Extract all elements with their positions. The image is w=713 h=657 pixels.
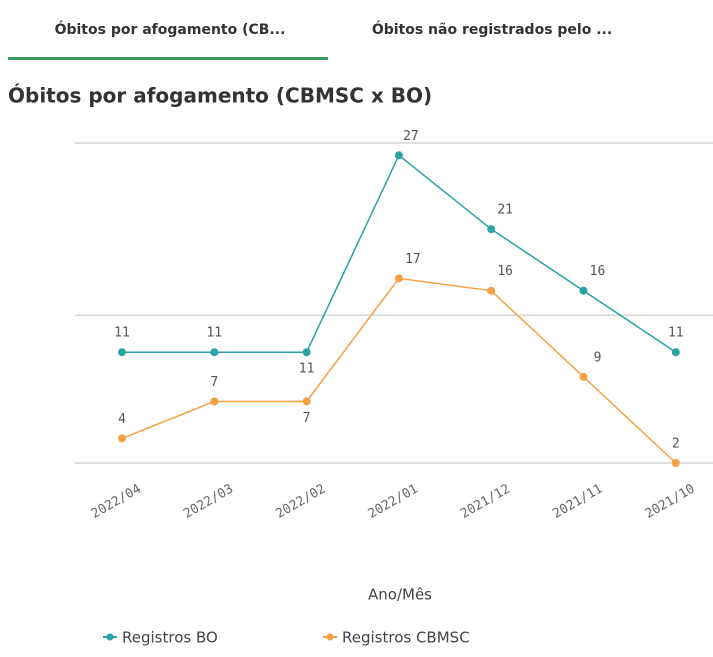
point: [671, 459, 680, 467]
legend-label: Registros BO: [122, 629, 218, 647]
data-label: 11: [206, 326, 222, 341]
point: [118, 434, 126, 443]
legend-label: Registros CBMSC: [342, 629, 470, 647]
data-label: 16: [590, 264, 606, 279]
point: [302, 348, 311, 357]
data-label: 11: [299, 362, 315, 377]
data-label: 7: [303, 411, 311, 426]
tab-underline: [8, 57, 328, 60]
x-tick-label: 2022/01: [366, 482, 421, 522]
data-label: 11: [668, 326, 684, 341]
point: [487, 225, 496, 234]
point: [579, 286, 588, 295]
line: [121, 277, 677, 464]
line: [122, 154, 677, 353]
point: [671, 348, 680, 357]
data-label: 7: [210, 375, 218, 390]
point: [302, 397, 311, 406]
point: [394, 274, 403, 283]
data-label: 11: [114, 326, 130, 341]
data-label: 21: [497, 203, 513, 218]
point: [210, 397, 219, 406]
point: [118, 348, 126, 357]
x-tick-label: 2022/03: [181, 482, 236, 522]
x-tick-label: 2022/04: [89, 481, 144, 521]
point: [487, 286, 496, 295]
x-tick-label: 2021/11: [550, 482, 605, 522]
tab[interactable]: Óbitos não registrados pelo ...: [372, 20, 612, 38]
legend-swatch: [106, 633, 114, 641]
point: [394, 151, 403, 160]
x-tick-label: 2021/10: [643, 482, 698, 522]
x-axis-title: Ano/Mês: [368, 586, 432, 604]
tab[interactable]: Óbitos por afogamento (CB...: [55, 20, 286, 38]
chart-title: Óbitos por afogamento (CBMSC x BO): [8, 84, 432, 108]
legend-swatch: [326, 633, 334, 641]
data-label: 9: [594, 350, 602, 365]
point: [210, 348, 219, 357]
data-label: 27: [403, 129, 419, 144]
data-label: 4: [118, 412, 126, 427]
point: [579, 372, 588, 381]
x-tick-label: 2021/12: [458, 482, 513, 522]
data-label: 16: [497, 264, 513, 279]
data-label: 17: [405, 252, 421, 267]
x-tick-label: 2022/02: [273, 482, 328, 522]
data-label: 2: [672, 437, 680, 452]
